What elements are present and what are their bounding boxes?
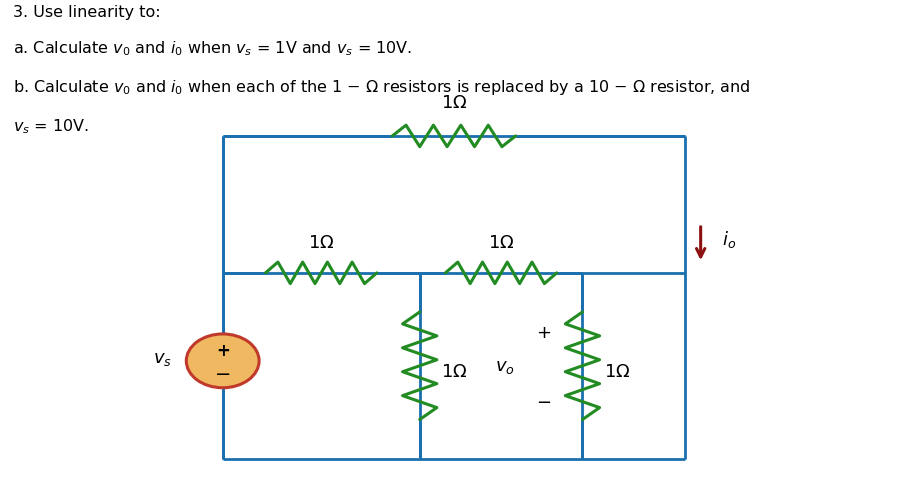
Text: b. Calculate $v_0$ and $i_0$ when each of the 1 $-$ $\Omega$ resistors is replac: b. Calculate $v_0$ and $i_0$ when each o… — [13, 78, 749, 97]
Text: −: − — [535, 394, 551, 411]
Text: $v_o$: $v_o$ — [495, 357, 515, 375]
Text: 1$\Omega$: 1$\Omega$ — [441, 362, 467, 380]
Text: −: − — [214, 364, 230, 383]
Text: $i_o$: $i_o$ — [721, 229, 735, 249]
Text: 1$\Omega$: 1$\Omega$ — [603, 362, 629, 380]
Text: +: + — [535, 323, 551, 341]
Text: 1$\Omega$: 1$\Omega$ — [488, 233, 514, 251]
Text: $v_s$: $v_s$ — [154, 350, 172, 367]
Ellipse shape — [186, 334, 259, 388]
Text: $v_s$ = 10V.: $v_s$ = 10V. — [13, 117, 88, 136]
Text: +: + — [216, 342, 229, 359]
Text: 1$\Omega$: 1$\Omega$ — [308, 233, 334, 251]
Text: 3. Use linearity to:: 3. Use linearity to: — [13, 5, 161, 20]
Text: a. Calculate $v_0$ and $i_0$ when $v_s$ = 1V and $v_s$ = 10V.: a. Calculate $v_0$ and $i_0$ when $v_s$ … — [13, 39, 412, 58]
Text: 1$\Omega$: 1$\Omega$ — [441, 94, 467, 112]
